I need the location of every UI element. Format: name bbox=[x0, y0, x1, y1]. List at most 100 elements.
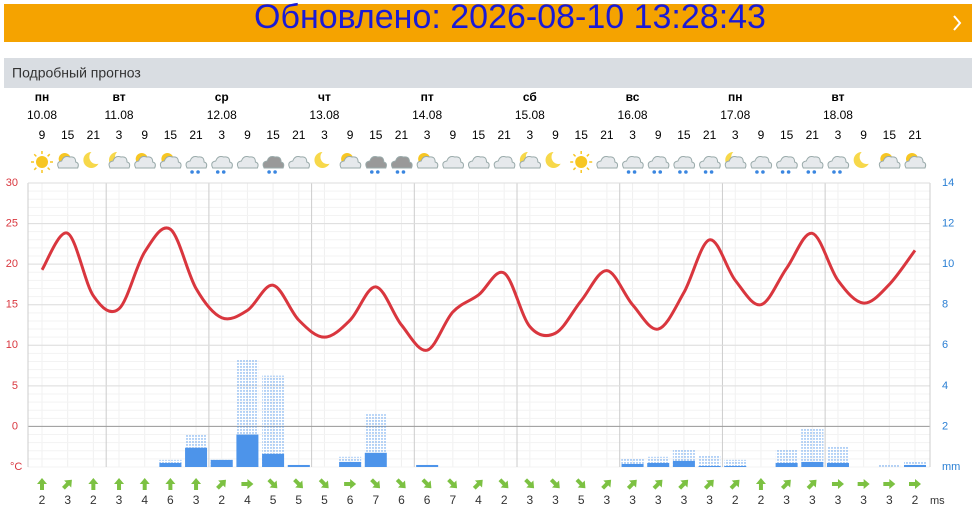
hour-label: 9 bbox=[141, 128, 148, 142]
wind-speed: 5 bbox=[270, 493, 277, 507]
wind-arrow bbox=[291, 476, 307, 492]
drop bbox=[222, 170, 226, 174]
drop bbox=[761, 170, 765, 174]
weather-icon bbox=[417, 153, 438, 168]
drop bbox=[755, 170, 759, 174]
y-tick-label: 25 bbox=[6, 217, 18, 229]
ray bbox=[34, 154, 36, 156]
weather-icon bbox=[469, 157, 490, 169]
wind-speed: 2 bbox=[90, 493, 97, 507]
y-tick-label: 5 bbox=[12, 380, 18, 392]
precip-bar bbox=[622, 464, 644, 467]
weather-icon bbox=[570, 151, 592, 173]
y-tick-label: 15 bbox=[6, 299, 18, 311]
wind-speed: 3 bbox=[783, 493, 790, 507]
wind-speed: 7 bbox=[449, 493, 456, 507]
hour-label: 21 bbox=[703, 128, 717, 142]
wind-arrow bbox=[471, 476, 487, 492]
arrow-shape bbox=[60, 476, 76, 492]
sun bbox=[575, 156, 587, 168]
precip-max-bar bbox=[878, 465, 900, 467]
wind-arrow bbox=[702, 476, 718, 492]
day-name: чт bbox=[318, 90, 331, 104]
weather-icon bbox=[520, 150, 541, 168]
weather-icon bbox=[443, 157, 464, 169]
arrow-shape bbox=[805, 476, 821, 492]
arrow-shape bbox=[832, 479, 844, 489]
day-name: вт bbox=[112, 90, 125, 104]
cloud bbox=[674, 157, 695, 169]
cloud bbox=[777, 157, 798, 169]
cloud bbox=[623, 157, 644, 169]
weather-icon bbox=[854, 150, 874, 168]
hour-label: 15 bbox=[677, 128, 691, 142]
y2-tick-label: 14 bbox=[942, 177, 954, 189]
precip-bar bbox=[724, 466, 746, 467]
wind-speed: 2 bbox=[218, 493, 225, 507]
hour-label: 21 bbox=[292, 128, 306, 142]
wind-arrow bbox=[445, 476, 461, 492]
cloud bbox=[802, 157, 823, 169]
wind-speed: 4 bbox=[244, 493, 251, 507]
drop bbox=[704, 170, 708, 174]
arrow-shape bbox=[858, 479, 870, 489]
arrow-shape bbox=[676, 476, 692, 492]
hour-label: 3 bbox=[732, 128, 739, 142]
weather-icon bbox=[314, 150, 334, 168]
wind-arrow bbox=[805, 476, 821, 492]
weather-icon bbox=[648, 157, 669, 174]
drop bbox=[273, 170, 277, 174]
precip-bar bbox=[211, 460, 233, 467]
ray bbox=[587, 154, 589, 156]
arrow-shape bbox=[625, 476, 641, 492]
day-date: 12.08 bbox=[207, 108, 237, 122]
hour-label: 3 bbox=[835, 128, 842, 142]
hour-label: 3 bbox=[321, 128, 328, 142]
y-tick-label: 30 bbox=[6, 177, 18, 189]
drop bbox=[267, 170, 271, 174]
arrow-shape bbox=[265, 476, 281, 492]
wind-speed: 2 bbox=[501, 493, 508, 507]
wind-arrow bbox=[317, 476, 333, 492]
day-date: 17.08 bbox=[720, 108, 750, 122]
arrow-shape bbox=[140, 478, 150, 490]
drop bbox=[370, 170, 374, 174]
hour-label: 21 bbox=[87, 128, 101, 142]
arrow-shape bbox=[573, 476, 589, 492]
wind-arrow bbox=[265, 476, 281, 492]
wind-arrow bbox=[650, 476, 666, 492]
hour-label: 21 bbox=[908, 128, 922, 142]
cloud bbox=[391, 157, 412, 169]
moon-cut bbox=[89, 150, 103, 164]
weather-icon bbox=[623, 157, 644, 174]
cloud bbox=[186, 157, 207, 169]
hour-label: 15 bbox=[883, 128, 897, 142]
wind-arrow bbox=[858, 479, 870, 489]
hour-label: 21 bbox=[395, 128, 409, 142]
wind-arrow bbox=[140, 478, 150, 490]
wind-arrow bbox=[727, 476, 743, 492]
hour-label: 9 bbox=[244, 128, 251, 142]
wind-arrow bbox=[599, 476, 615, 492]
precip-max-bar bbox=[699, 456, 721, 467]
weather-icon bbox=[109, 150, 130, 168]
drop bbox=[196, 170, 200, 174]
precip-bar bbox=[339, 462, 361, 467]
hour-label: 3 bbox=[629, 128, 636, 142]
weather-icon bbox=[494, 157, 515, 169]
day-date: 11.08 bbox=[104, 108, 133, 122]
wind-speed: 6 bbox=[167, 493, 174, 507]
y2-unit: mm bbox=[942, 461, 960, 473]
weather-icon bbox=[212, 157, 233, 174]
drop bbox=[376, 170, 380, 174]
arrow-shape bbox=[522, 476, 538, 492]
y-tick-label: 0 bbox=[12, 420, 18, 432]
drop bbox=[684, 170, 688, 174]
wind-speed: 3 bbox=[860, 493, 867, 507]
hour-label: 21 bbox=[189, 128, 203, 142]
precip-max-bar bbox=[262, 376, 284, 467]
weather-icon bbox=[83, 150, 103, 168]
weather-icon bbox=[777, 157, 798, 174]
arrow-shape bbox=[702, 476, 718, 492]
